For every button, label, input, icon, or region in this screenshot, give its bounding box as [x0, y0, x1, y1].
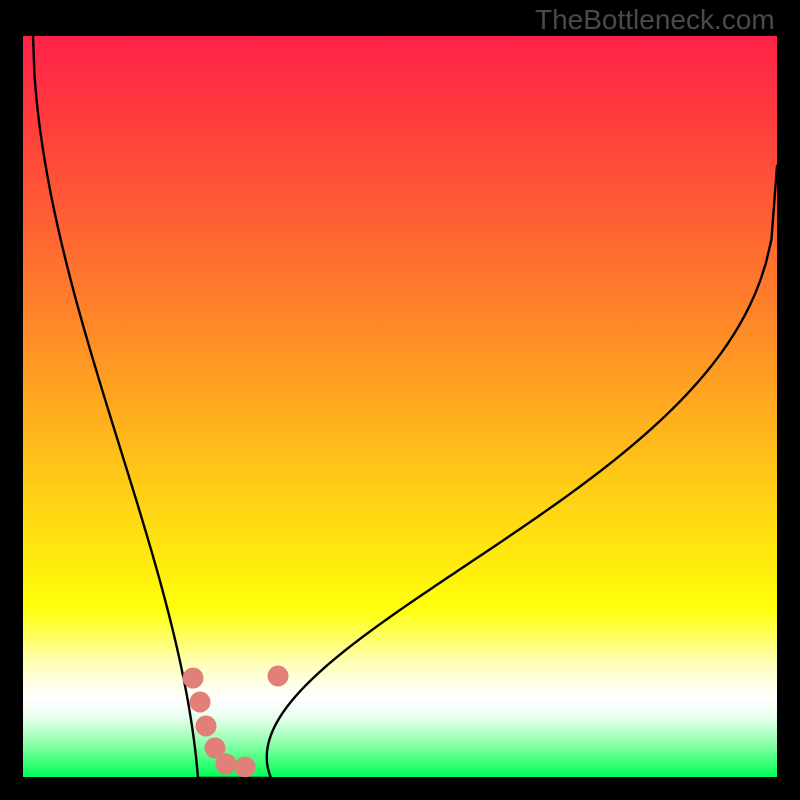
bottleneck-curve-chart	[23, 36, 777, 777]
bottleneck-curve-path	[33, 36, 777, 777]
data-marker	[183, 668, 204, 689]
data-marker	[190, 692, 211, 713]
data-marker	[216, 754, 237, 775]
watermark-text: TheBottleneck.com	[535, 4, 775, 36]
data-marker	[196, 716, 217, 737]
data-marker	[268, 666, 289, 687]
data-markers	[183, 666, 289, 778]
data-marker	[235, 757, 256, 778]
